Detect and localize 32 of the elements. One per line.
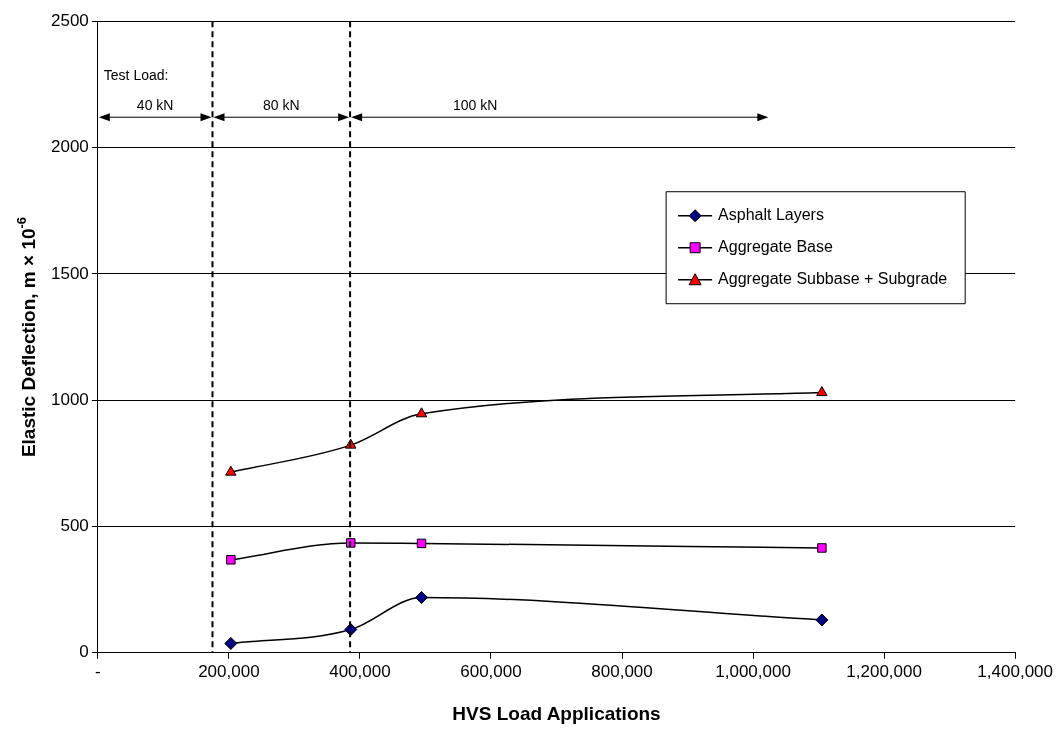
y-tick-label: 2000 — [50, 137, 89, 157]
point — [815, 613, 829, 627]
legend-label: Asphalt Layers — [718, 206, 824, 224]
point — [416, 538, 427, 549]
legend-label: Aggregate Base — [718, 238, 833, 256]
x-tick-label: 1,000,000 — [715, 661, 791, 681]
x-tick-label: 600,000 — [460, 661, 522, 681]
annotation: Test Load: — [103, 67, 169, 84]
point — [225, 465, 237, 476]
annotation: 80 kN — [263, 97, 300, 114]
x-tick-label: 400,000 — [329, 661, 391, 681]
point — [224, 636, 238, 650]
y-tick-label: 1500 — [50, 263, 89, 283]
y-tick-label: 0 — [79, 642, 89, 662]
y-tick-label: 1000 — [50, 389, 89, 409]
point — [226, 555, 236, 565]
legend-label: Aggregate Subbase + Subgrade — [718, 270, 948, 288]
y-tick-label: 2500 — [50, 10, 89, 30]
annotation: 100 kN — [452, 97, 498, 114]
x-axis-title: HVS Load Applications — [452, 702, 661, 724]
y-axis-title: Elastic Deflection, m × 10-6 — [13, 216, 40, 458]
point — [816, 386, 828, 397]
point — [415, 407, 428, 418]
x-tick-label: 1,400,000 — [977, 661, 1054, 681]
point — [415, 590, 429, 604]
x-tick-label: 200,000 — [198, 661, 260, 681]
x-tick-label: 1,200,000 — [846, 661, 922, 681]
point — [817, 543, 827, 553]
x-tick-label: - — [94, 661, 101, 681]
annotation: 40 kN — [136, 97, 174, 114]
x-tick-label: 800,000 — [591, 661, 653, 681]
y-tick-label: 500 — [60, 516, 89, 536]
